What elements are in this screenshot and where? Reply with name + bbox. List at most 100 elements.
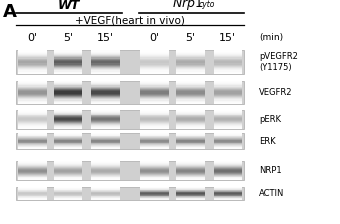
Bar	[18, 147, 47, 148]
Bar	[214, 148, 242, 149]
Bar	[214, 175, 242, 176]
Bar	[91, 114, 120, 116]
Bar	[18, 119, 47, 120]
Bar	[176, 121, 205, 122]
Bar	[18, 61, 47, 62]
Bar	[176, 171, 205, 172]
Bar	[214, 139, 242, 140]
Bar	[18, 114, 47, 116]
Bar	[18, 191, 47, 192]
Bar	[54, 89, 82, 90]
Bar	[214, 136, 242, 137]
Bar	[91, 123, 120, 124]
Bar	[214, 96, 242, 97]
Bar	[18, 137, 47, 138]
Bar	[176, 172, 205, 173]
Bar	[140, 172, 169, 173]
Bar	[214, 91, 242, 92]
Bar	[91, 96, 120, 97]
Bar	[91, 175, 120, 176]
Bar	[18, 62, 47, 63]
Bar	[214, 119, 242, 120]
Bar	[214, 114, 242, 116]
Bar	[91, 72, 120, 73]
Bar	[214, 169, 242, 170]
Bar	[54, 84, 82, 85]
Bar	[54, 137, 82, 138]
Bar	[140, 53, 169, 54]
Bar	[214, 128, 242, 129]
Bar	[91, 65, 120, 66]
Bar	[91, 91, 120, 92]
Bar	[176, 195, 205, 196]
Bar	[176, 188, 205, 189]
Bar	[176, 125, 205, 126]
Bar	[140, 179, 169, 180]
Bar	[91, 161, 120, 162]
Bar	[176, 163, 205, 164]
Bar	[214, 67, 242, 68]
Bar	[91, 168, 120, 169]
Bar	[214, 54, 242, 55]
Bar	[176, 173, 205, 174]
Bar	[54, 55, 82, 56]
Bar	[18, 198, 47, 199]
Bar	[91, 70, 120, 72]
Bar	[18, 172, 47, 173]
Bar	[140, 198, 169, 199]
Bar	[91, 56, 120, 57]
Bar	[91, 124, 120, 125]
Bar	[18, 195, 47, 196]
Bar	[91, 140, 120, 141]
Bar	[176, 57, 205, 59]
Bar	[176, 84, 205, 85]
Text: $\mathit{Nrp1}$: $\mathit{Nrp1}$	[172, 0, 203, 12]
Bar	[18, 174, 47, 175]
Text: 15': 15'	[97, 33, 114, 43]
Bar	[18, 55, 47, 56]
Bar	[54, 167, 82, 168]
Bar	[176, 196, 205, 197]
Bar	[176, 99, 205, 101]
Bar	[214, 164, 242, 165]
Bar	[176, 94, 205, 95]
Bar	[54, 140, 82, 141]
Bar	[176, 88, 205, 89]
Bar	[140, 169, 169, 170]
Bar	[140, 126, 169, 127]
Bar	[214, 168, 242, 169]
Bar	[140, 176, 169, 177]
Bar	[214, 111, 242, 112]
Bar	[91, 170, 120, 171]
Bar	[54, 117, 82, 118]
Bar	[214, 81, 242, 82]
Bar	[18, 187, 47, 188]
Bar	[140, 70, 169, 72]
Bar	[18, 135, 47, 136]
Bar	[176, 50, 205, 52]
Bar	[176, 69, 205, 70]
Bar	[18, 165, 47, 166]
Bar	[140, 174, 169, 175]
Bar	[18, 54, 47, 55]
Bar	[54, 187, 82, 188]
Bar	[214, 198, 242, 199]
Bar	[54, 193, 82, 194]
Bar	[176, 189, 205, 190]
Bar	[91, 98, 120, 99]
Bar	[54, 103, 82, 104]
Bar	[91, 179, 120, 180]
Bar	[18, 128, 47, 129]
Bar	[18, 190, 47, 191]
Bar	[18, 189, 47, 190]
Bar	[91, 191, 120, 192]
Bar	[91, 60, 120, 61]
Bar	[176, 83, 205, 84]
Bar	[176, 73, 205, 74]
Bar	[91, 137, 120, 138]
Bar	[54, 57, 82, 59]
Bar	[176, 119, 205, 120]
Bar	[18, 141, 47, 142]
Bar	[18, 63, 47, 65]
Bar	[140, 127, 169, 128]
